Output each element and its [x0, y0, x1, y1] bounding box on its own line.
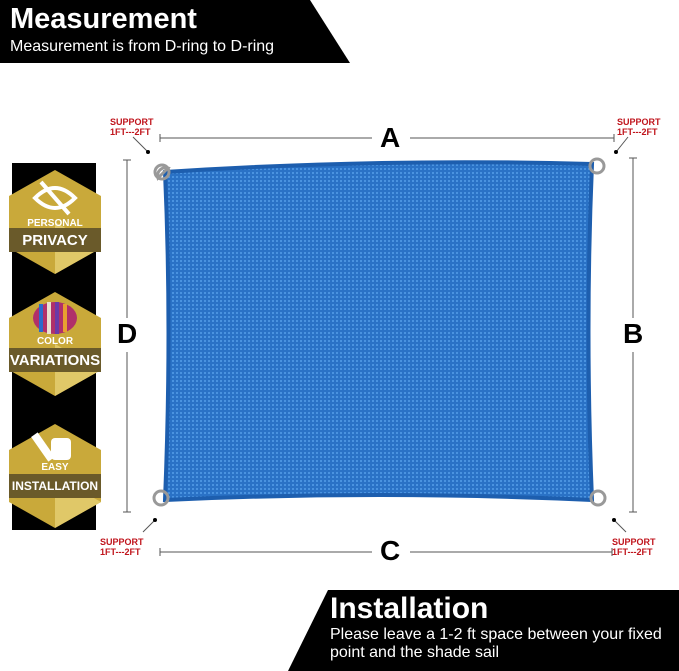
support-text: SUPPORT [612, 537, 656, 547]
dimension-b-label: B [623, 318, 644, 349]
installation-banner [288, 590, 679, 671]
feature-badges: PERSONAL PRIVACY COLOR VARIATIONS EASY I… [5, 160, 105, 540]
dimension-a-label: A [380, 122, 401, 153]
badge-small-label: COLOR [36, 336, 74, 347]
dimension-c-label: C [380, 535, 401, 566]
support-text: SUPPORT [100, 537, 144, 547]
support-range: 1FT---2FT [617, 127, 658, 137]
d-rings [152, 157, 607, 507]
badge-installation: EASY INSTALLATION [5, 422, 105, 530]
hexagon-badge [9, 170, 101, 274]
measurement-banner [0, 0, 350, 63]
support-text: SUPPORT [110, 117, 154, 127]
badge-big-label: INSTALLATION [11, 479, 99, 493]
support-text: SUPPORT [617, 117, 661, 127]
badge-small-label: EASY [41, 462, 69, 473]
support-label-bottom-right: SUPPORT 1FT---2FT [612, 537, 656, 557]
wrench-hand-icon [31, 432, 71, 462]
support-label-top-left: SUPPORT 1FT---2FT [110, 117, 154, 137]
support-range: 1FT---2FT [110, 127, 151, 137]
hexagon-badge [9, 292, 101, 396]
installation-title: Installation [330, 592, 489, 625]
badge-big-label: PRIVACY [22, 232, 88, 249]
measurement-subtitle: Measurement is from D-ring to D-ring [10, 38, 275, 55]
badge-privacy: PERSONAL PRIVACY [5, 168, 105, 276]
support-label-top-right: SUPPORT 1FT---2FT [617, 117, 661, 137]
badge-big-label: VARIATIONS [9, 352, 101, 369]
badge-color: COLOR VARIATIONS [5, 290, 105, 398]
hexagon-badge [9, 424, 101, 528]
badge-small-label: PERSONAL [27, 218, 83, 229]
measurement-title: Measurement [10, 3, 197, 35]
installation-text: Please leave a 1-2 ft space between your… [330, 626, 662, 661]
support-range: 1FT---2FT [100, 547, 141, 557]
shade-sail [162, 160, 595, 503]
color-stripes-icon [33, 302, 77, 334]
support-range: 1FT---2FT [612, 547, 653, 557]
support-label-bottom-left: SUPPORT 1FT---2FT [100, 537, 144, 557]
dimension-d-label: D [117, 318, 138, 349]
eye-slash-icon [32, 180, 78, 216]
